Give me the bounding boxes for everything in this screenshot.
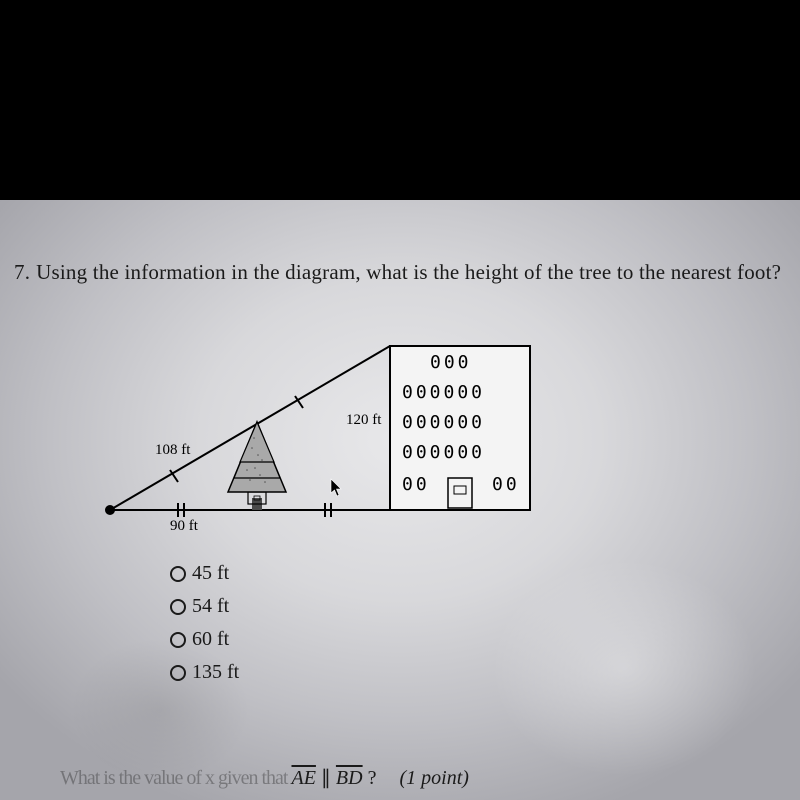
building-icon: 000 000000 000000 000000 00 00 <box>390 346 530 510</box>
q8-leading: What is the value of x given that <box>60 767 291 789</box>
radio-icon[interactable] <box>170 566 186 582</box>
option-b[interactable]: 54 ft <box>170 595 239 618</box>
question-text: Using the information in the diagram, wh… <box>36 260 781 284</box>
option-d[interactable]: 135 ft <box>170 661 239 684</box>
option-c[interactable]: 60 ft <box>170 628 239 651</box>
option-d-label: 135 ft <box>192 661 239 684</box>
radio-icon[interactable] <box>170 599 186 615</box>
radio-icon[interactable] <box>170 632 186 648</box>
svg-text:000000: 000000 <box>402 382 485 403</box>
svg-text:00: 00 <box>492 474 520 495</box>
question-8-partial: What is the value of x given that AE ∥ B… <box>60 765 740 790</box>
question-7: 7.Using the information in the diagram, … <box>14 260 790 285</box>
worksheet-paper: 7.Using the information in the diagram, … <box>0 200 800 800</box>
qmark: ? <box>368 767 377 789</box>
label-90ft: 90 ft <box>170 518 199 530</box>
svg-text:000: 000 <box>430 352 472 373</box>
diagram-similar-triangles: 000 000000 000000 000000 00 00 108 ft 12… <box>100 330 540 530</box>
label-120ft: 120 ft <box>346 412 382 428</box>
points-label: (1 point) <box>399 767 468 789</box>
diagram-svg: 000 000000 000000 000000 00 00 108 ft 12… <box>100 330 540 530</box>
radio-icon[interactable] <box>170 665 186 681</box>
svg-text:00: 00 <box>402 474 430 495</box>
segment-bd: BD <box>336 767 363 789</box>
option-a-label: 45 ft <box>192 562 229 585</box>
option-a[interactable]: 45 ft <box>170 562 239 585</box>
svg-text:000000: 000000 <box>402 442 485 463</box>
option-c-label: 60 ft <box>192 628 229 651</box>
answer-options: 45 ft 54 ft 60 ft 135 ft <box>170 562 239 684</box>
parallel-symbol: ∥ <box>321 767 336 789</box>
svg-text:000000: 000000 <box>402 412 485 433</box>
question-number: 7. <box>14 260 30 284</box>
option-b-label: 54 ft <box>192 595 229 618</box>
segment-ae: AE <box>291 767 315 789</box>
label-108ft: 108 ft <box>155 442 191 458</box>
